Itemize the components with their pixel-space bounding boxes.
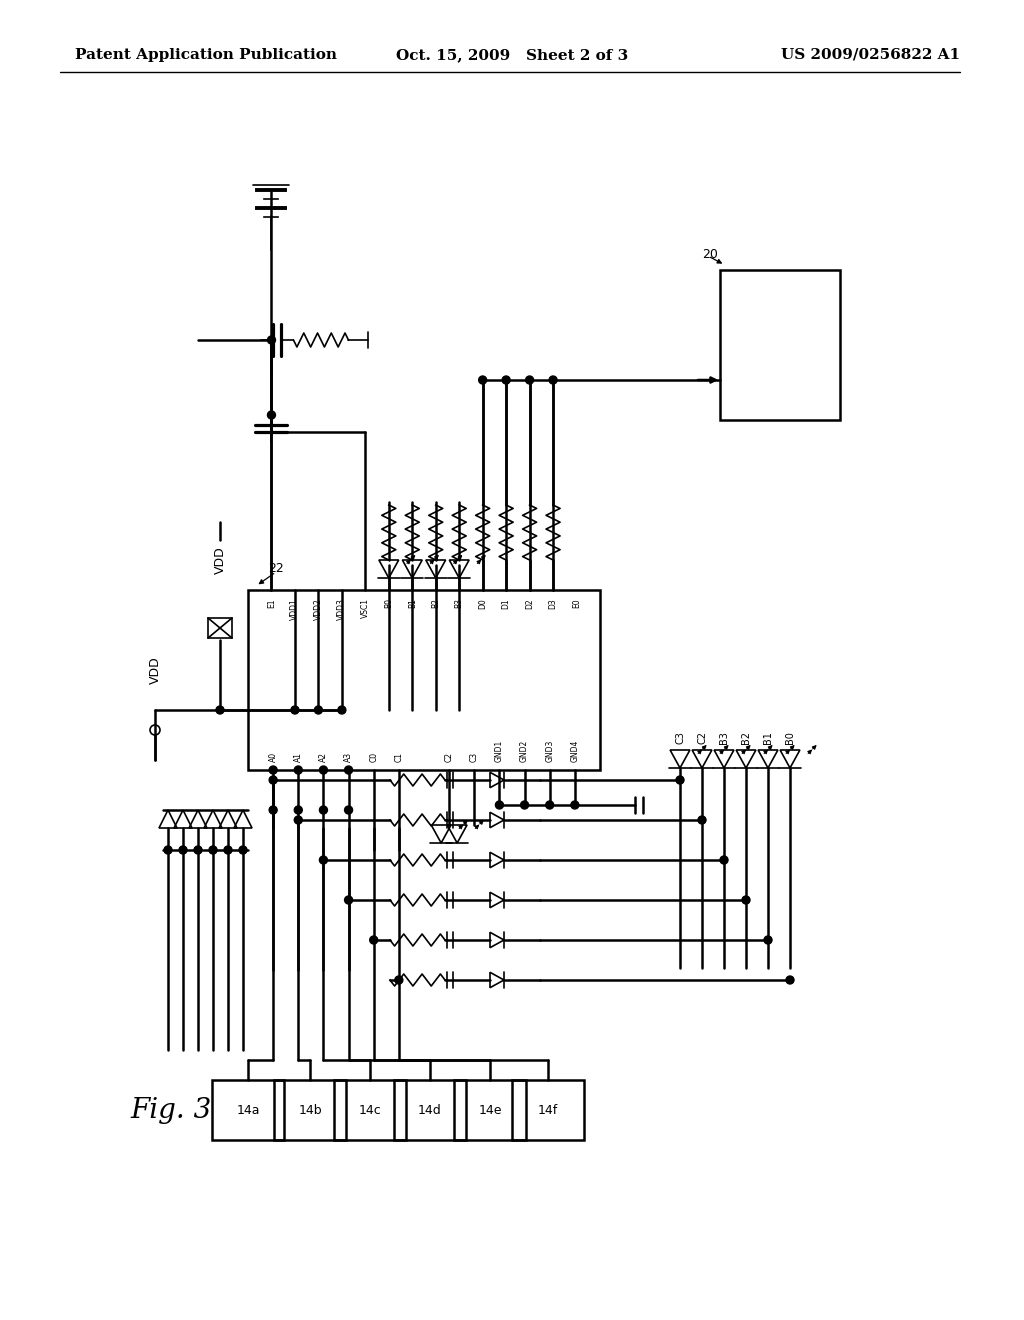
Circle shape xyxy=(520,801,528,809)
Circle shape xyxy=(179,846,187,854)
Bar xyxy=(720,271,840,420)
Text: B0: B0 xyxy=(384,598,393,609)
Text: 22: 22 xyxy=(268,561,284,574)
Text: C2: C2 xyxy=(444,752,454,762)
Circle shape xyxy=(764,936,772,944)
Circle shape xyxy=(314,706,323,714)
Circle shape xyxy=(742,896,750,904)
Text: 14f: 14f xyxy=(538,1104,558,1117)
Text: E1: E1 xyxy=(267,598,275,607)
Circle shape xyxy=(267,411,275,418)
Bar xyxy=(212,1080,284,1140)
Circle shape xyxy=(294,816,302,824)
Text: VDD: VDD xyxy=(148,656,162,684)
Text: E0: E0 xyxy=(572,598,581,607)
Bar xyxy=(274,1080,346,1140)
Bar xyxy=(394,1080,466,1140)
Text: C0: C0 xyxy=(370,752,378,762)
Bar xyxy=(208,618,232,638)
Circle shape xyxy=(502,376,510,384)
Circle shape xyxy=(319,855,328,865)
Text: B2: B2 xyxy=(431,598,440,609)
Text: B1: B1 xyxy=(408,598,417,609)
Circle shape xyxy=(676,776,684,784)
Circle shape xyxy=(319,766,328,774)
Text: A0: A0 xyxy=(268,752,278,762)
Text: VSC1: VSC1 xyxy=(360,598,370,618)
Text: Patent Application Publication: Patent Application Publication xyxy=(75,48,337,62)
Text: C3: C3 xyxy=(470,752,479,762)
Circle shape xyxy=(267,337,275,345)
Circle shape xyxy=(164,846,172,854)
Text: Oct. 15, 2009   Sheet 2 of 3: Oct. 15, 2009 Sheet 2 of 3 xyxy=(396,48,628,62)
Circle shape xyxy=(269,766,278,774)
Text: Fig. 3: Fig. 3 xyxy=(130,1097,211,1123)
Circle shape xyxy=(786,975,794,983)
Text: C2: C2 xyxy=(697,731,707,744)
Text: B2: B2 xyxy=(741,731,751,744)
Text: D2: D2 xyxy=(525,598,535,609)
Circle shape xyxy=(525,376,534,384)
Circle shape xyxy=(294,807,302,814)
Text: B0: B0 xyxy=(785,731,795,744)
Text: VDD: VDD xyxy=(213,546,226,574)
Text: 14a: 14a xyxy=(237,1104,260,1117)
Text: VDD2: VDD2 xyxy=(314,598,323,620)
Circle shape xyxy=(216,706,224,714)
Text: GND1: GND1 xyxy=(495,739,504,762)
Circle shape xyxy=(344,807,352,814)
Text: B3: B3 xyxy=(719,731,729,744)
Circle shape xyxy=(294,766,302,774)
Circle shape xyxy=(209,846,217,854)
Circle shape xyxy=(338,706,346,714)
Bar xyxy=(248,590,600,770)
Circle shape xyxy=(395,975,402,983)
Circle shape xyxy=(549,376,557,384)
Text: C1: C1 xyxy=(394,752,403,762)
Circle shape xyxy=(478,376,486,384)
Circle shape xyxy=(269,776,278,784)
Text: 14c: 14c xyxy=(358,1104,381,1117)
Text: GND2: GND2 xyxy=(520,739,529,762)
Circle shape xyxy=(319,807,328,814)
Circle shape xyxy=(239,846,247,854)
Circle shape xyxy=(291,706,299,714)
Text: B1: B1 xyxy=(763,731,773,744)
Text: 20: 20 xyxy=(702,248,718,261)
Circle shape xyxy=(546,801,554,809)
Text: D3: D3 xyxy=(549,598,557,609)
Text: A2: A2 xyxy=(318,752,328,762)
Circle shape xyxy=(344,896,352,904)
Text: A3: A3 xyxy=(344,752,353,762)
Text: B3: B3 xyxy=(455,598,464,609)
Circle shape xyxy=(370,936,378,944)
Text: D0: D0 xyxy=(478,598,487,609)
Text: GND4: GND4 xyxy=(570,739,580,762)
Circle shape xyxy=(698,816,706,824)
Text: 14e: 14e xyxy=(478,1104,502,1117)
Circle shape xyxy=(224,846,232,854)
Circle shape xyxy=(344,766,352,774)
Text: 14d: 14d xyxy=(418,1104,442,1117)
Circle shape xyxy=(194,846,202,854)
Text: VDD1: VDD1 xyxy=(291,598,299,620)
Text: US 2009/0256822 A1: US 2009/0256822 A1 xyxy=(781,48,961,62)
Circle shape xyxy=(720,855,728,865)
Circle shape xyxy=(496,801,504,809)
Bar xyxy=(334,1080,406,1140)
Text: D1: D1 xyxy=(502,598,511,609)
Bar xyxy=(512,1080,584,1140)
Circle shape xyxy=(269,807,278,814)
Circle shape xyxy=(570,801,579,809)
Bar xyxy=(454,1080,526,1140)
Text: VDD3: VDD3 xyxy=(337,598,346,620)
Text: 14b: 14b xyxy=(298,1104,322,1117)
Text: C3: C3 xyxy=(675,731,685,744)
Text: A1: A1 xyxy=(294,752,303,762)
Text: GND3: GND3 xyxy=(545,739,554,762)
